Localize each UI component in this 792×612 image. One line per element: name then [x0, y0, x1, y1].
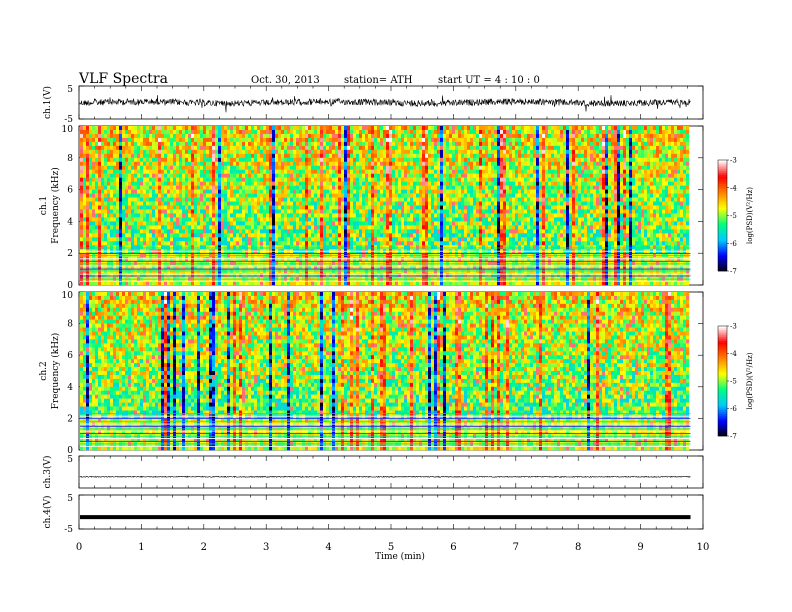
colorbar-tick-label: -4: [730, 350, 737, 358]
y-axis-label-ch3-waveform: ch.3(V): [42, 456, 53, 489]
y-axis-label-ch1-spectrogram: Frequency (kHz): [50, 167, 61, 244]
x-tick-label: 0: [76, 542, 82, 553]
y-tick-label: 4: [67, 217, 73, 227]
x-tick-label: 8: [575, 542, 581, 553]
ch2-spectrogram-cells: [80, 292, 691, 451]
x-tick-label: 9: [637, 542, 643, 553]
date-label: Oct. 30, 2013: [251, 75, 320, 86]
colorbar-tick-label: -5: [730, 378, 737, 386]
colorbar-label: log(PSD)(V²/Hz): [746, 352, 754, 409]
colorbar-tick-label: -5: [730, 212, 737, 220]
colorbar-tick-label: -7: [730, 268, 737, 276]
figure-title: VLF Spectra: [79, 71, 168, 87]
colorbar-label: log(PSD)(V²/Hz): [746, 187, 754, 244]
y-tick-label: -5: [64, 525, 73, 535]
y-tick-label: 8: [67, 154, 73, 164]
station-label: station= ATH: [344, 75, 413, 86]
ch1-spectrogram-cells: [80, 126, 691, 286]
y-axis-label-ch2-spectrogram: Frequency (kHz): [50, 333, 61, 410]
y-axis-label-ch4-waveform: ch.4(V): [42, 496, 53, 529]
y-channel-label-ch2-spectrogram: ch.2: [39, 361, 49, 380]
colorbar-tick-label: -3: [730, 323, 737, 331]
y-tick-label: 6: [67, 186, 73, 196]
y-tick-label: 2: [67, 414, 73, 424]
x-tick-label: 3: [263, 542, 269, 553]
y-channel-label-ch1-spectrogram: ch.1: [39, 196, 49, 215]
x-tick-label: 7: [513, 542, 519, 553]
ch1-waveform-trace: [79, 95, 691, 113]
panel-frame-5: [78, 494, 704, 530]
y-tick-label: 5: [67, 494, 73, 504]
x-tick-label: 4: [325, 542, 331, 553]
y-tick-label: 5: [67, 85, 73, 95]
colorbar-tick-label: -6: [730, 405, 737, 413]
colorbar-tick-label: -3: [730, 157, 737, 165]
colorbar-tick-label: -7: [730, 433, 737, 441]
x-tick-label: 6: [450, 542, 456, 553]
x-tick-label: 1: [138, 542, 144, 553]
y-tick-label: -5: [64, 115, 73, 125]
y-tick-label: 0: [67, 281, 73, 291]
colorbar-ch1-spectrogram: [718, 160, 727, 272]
colorbar-ch2-spectrogram: [718, 326, 727, 437]
x-tick-label: 5: [388, 542, 394, 553]
y-tick-label: 0: [67, 446, 73, 456]
y-tick-label: 2: [67, 249, 73, 259]
start-time-label: start UT = 4 : 10 : 0: [438, 75, 540, 86]
colorbar-tick-label: -4: [730, 184, 737, 192]
y-axis-label-ch1-waveform: ch.1(V): [42, 86, 53, 119]
y-tick-label: 10: [62, 291, 74, 301]
y-tick-label: 4: [67, 383, 73, 393]
x-tick-label: 2: [201, 542, 207, 553]
y-tick-label: 8: [67, 320, 73, 330]
y-tick-label: 5: [67, 455, 73, 465]
x-axis-label: Time (min): [375, 551, 425, 562]
ch3-waveform-trace: [79, 475, 691, 478]
colorbar-tick-label: -6: [730, 240, 737, 248]
y-tick-label: 10: [62, 125, 74, 135]
y-tick-label: 6: [67, 351, 73, 361]
x-tick-label: 10: [697, 542, 710, 553]
